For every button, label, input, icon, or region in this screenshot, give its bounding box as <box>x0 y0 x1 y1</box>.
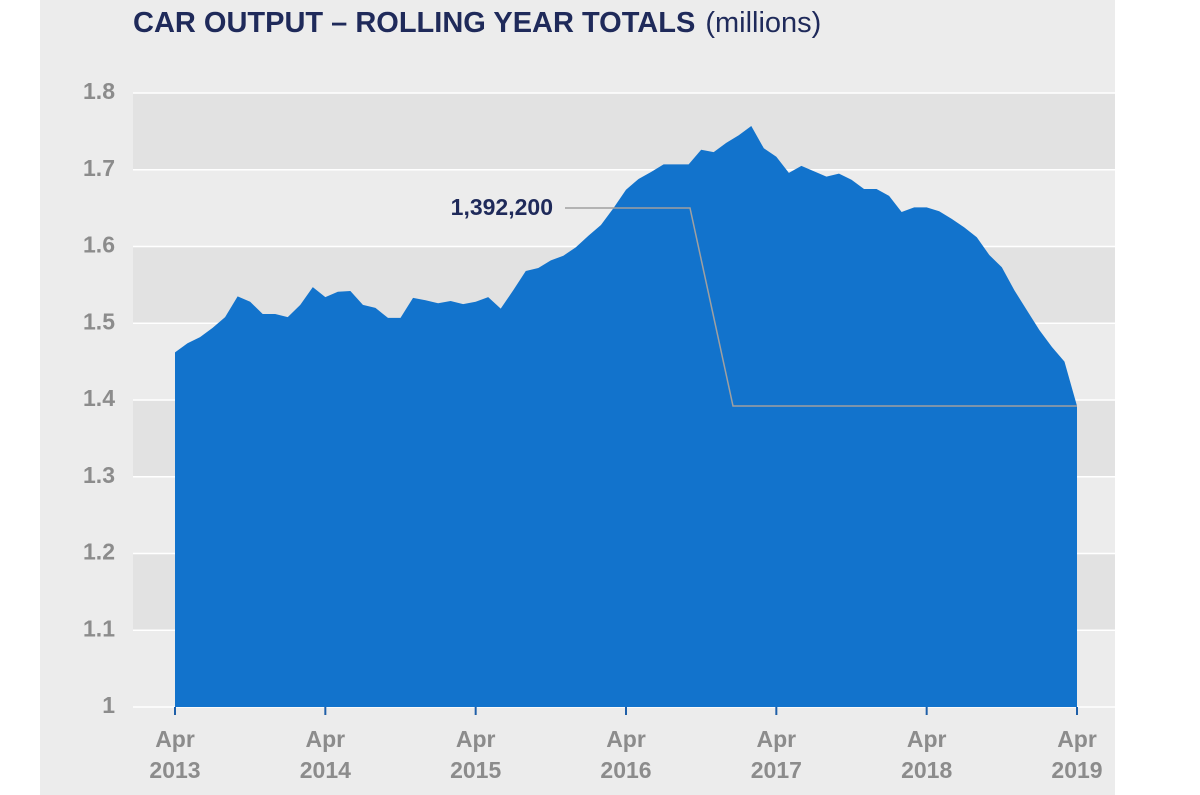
x-tick-label-line: 2017 <box>751 757 802 783</box>
y-tick-label: 1.2 <box>83 539 115 565</box>
chart-title: CAR OUTPUT – ROLLING YEAR TOTALS (million… <box>133 7 821 39</box>
y-tick-label: 1 <box>102 692 115 718</box>
x-tick-label-line: Apr <box>907 726 947 752</box>
x-tick-label-line: Apr <box>155 726 195 752</box>
annotation-leader <box>565 207 1077 407</box>
y-tick-label: 1.1 <box>83 615 115 641</box>
x-tick-label-line: Apr <box>456 726 496 752</box>
title: CAR OUTPUT – ROLLING YEAR TOTALS <box>133 7 695 39</box>
y-tick-label: 1.6 <box>83 232 115 258</box>
x-tick-label-line: Apr <box>306 726 346 752</box>
x-tick-label-line: 2014 <box>300 757 351 783</box>
grid-band <box>133 93 1115 170</box>
y-tick-label: 1.3 <box>83 462 115 488</box>
x-tick-label-line: Apr <box>1057 726 1097 752</box>
x-tick-label: Apr 2016 <box>600 726 651 783</box>
x-tick-label: Apr 2014 <box>300 726 351 783</box>
x-tick-label-line: Apr <box>606 726 646 752</box>
x-tick-label: Apr 2018 <box>901 726 952 783</box>
x-tick-label-line: Apr <box>757 726 797 752</box>
x-tick-label: Apr 2013 <box>149 726 200 783</box>
subtitle: (millions) <box>705 7 821 39</box>
y-tick-label: 1.4 <box>83 385 115 411</box>
x-tick-label: Apr 2019 <box>1051 726 1102 783</box>
x-tick-label-line: 2018 <box>901 757 952 783</box>
x-tick-label-line: 2019 <box>1051 757 1102 783</box>
x-tick-label: Apr 2017 <box>751 726 802 783</box>
x-tick-label-line: 2013 <box>149 757 200 783</box>
value-label: 1,392,200 <box>451 194 553 220</box>
y-tick-label: 1.5 <box>83 308 115 334</box>
area <box>175 126 1077 707</box>
y-tick-label: 1.8 <box>83 78 115 104</box>
x-tick-label: Apr 2015 <box>450 726 501 783</box>
y-tick-label: 1.7 <box>83 155 115 181</box>
x-tick-label-line: 2015 <box>450 757 501 783</box>
x-tick-label-line: 2016 <box>600 757 651 783</box>
